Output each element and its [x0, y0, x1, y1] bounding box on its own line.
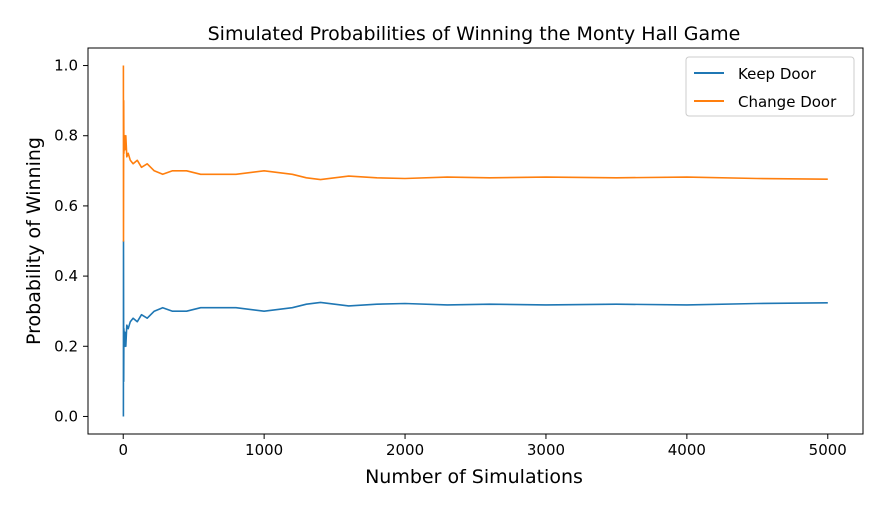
x-tick-label: 2000 [386, 441, 424, 459]
y-tick-label: 0.2 [54, 337, 78, 355]
series-line-keep-door [122, 240, 828, 417]
legend-label: Keep Door [738, 65, 817, 83]
x-tick-label: 3000 [527, 441, 565, 459]
chart-title: Simulated Probabilities of Winning the M… [208, 23, 741, 45]
y-axis-label: Probability of Winning [23, 137, 45, 345]
series-line-change-door [122, 65, 828, 242]
y-tick-label: 0.0 [54, 407, 78, 425]
y-tick-label: 0.8 [54, 127, 78, 145]
y-axis: 0.0 0.2 0.4 0.6 0.8 1.0 [54, 57, 88, 425]
x-tick-label: 0 [118, 441, 128, 459]
legend-label: Change Door [738, 93, 837, 111]
x-tick-label: 4000 [668, 441, 706, 459]
x-axis: 0 1000 2000 3000 4000 5000 [118, 434, 847, 459]
y-tick-label: 0.6 [54, 197, 78, 215]
plot-area [87, 47, 864, 435]
x-axis-label: Number of Simulations [365, 466, 583, 488]
y-tick-label: 1.0 [54, 57, 78, 75]
legend: Keep Door Change Door [685, 56, 855, 117]
series-layer [122, 65, 828, 417]
y-tick-label: 0.4 [54, 267, 78, 285]
x-tick-label: 1000 [245, 441, 283, 459]
x-tick-label: 5000 [809, 441, 847, 459]
legend-box [685, 56, 855, 117]
